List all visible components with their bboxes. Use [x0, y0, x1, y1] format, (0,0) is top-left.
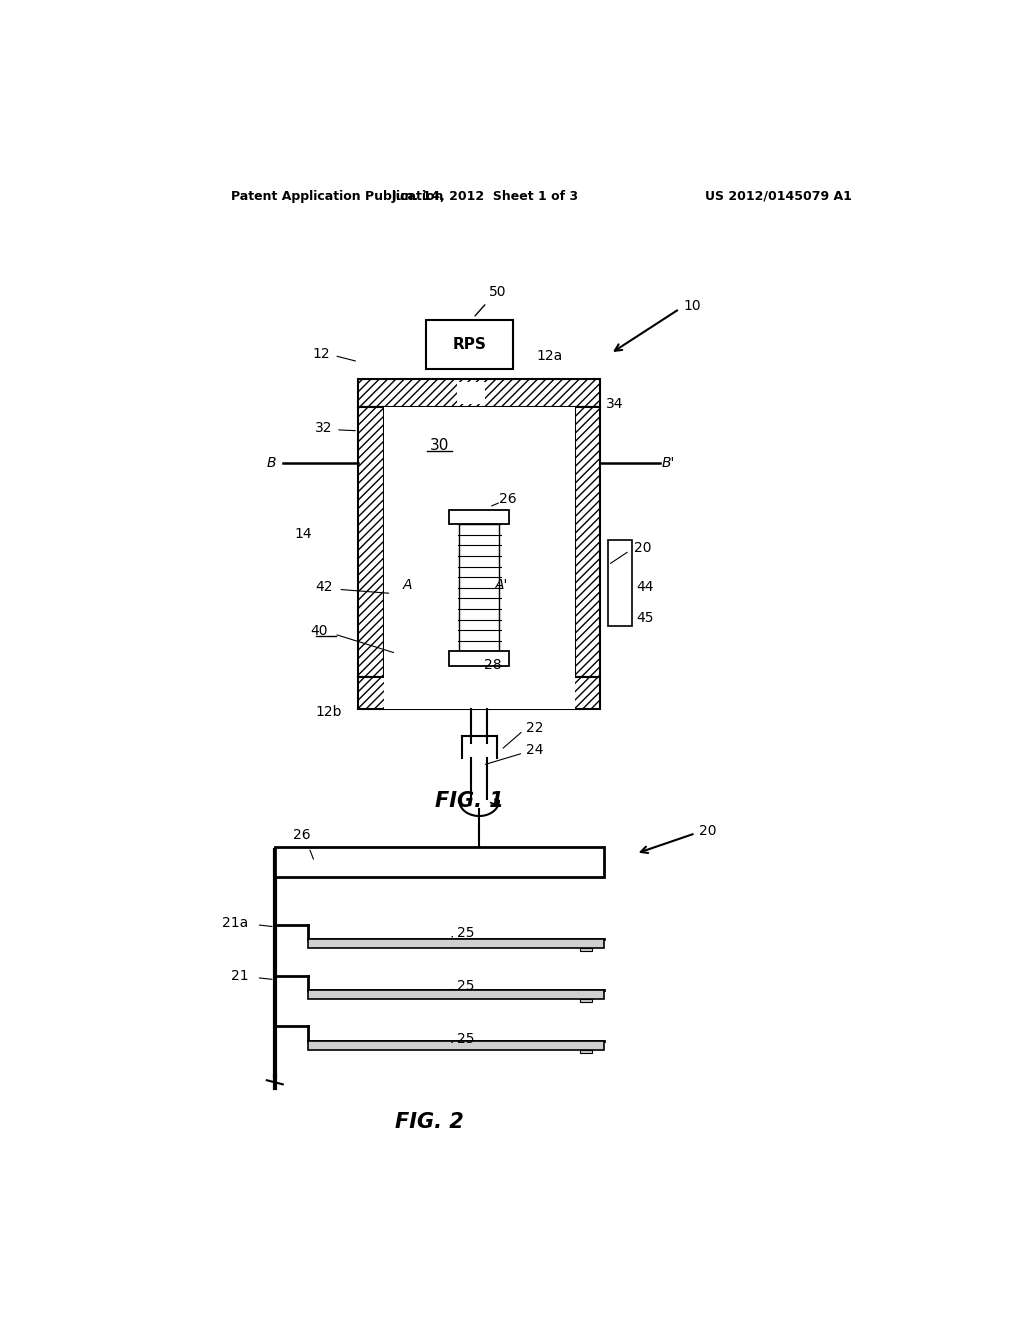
- Text: FIG. 1: FIG. 1: [435, 791, 504, 810]
- Text: 21: 21: [231, 969, 249, 982]
- Bar: [450, 510, 509, 524]
- Bar: [426, 319, 513, 368]
- Bar: [358, 379, 600, 408]
- Text: 14: 14: [295, 528, 312, 541]
- Text: Jun. 14, 2012  Sheet 1 of 3: Jun. 14, 2012 Sheet 1 of 3: [391, 190, 579, 202]
- Text: 44: 44: [636, 581, 653, 594]
- Text: 26: 26: [293, 829, 310, 842]
- Text: A: A: [402, 578, 412, 593]
- Text: B: B: [267, 457, 276, 470]
- Text: 25: 25: [458, 925, 475, 940]
- Text: 22: 22: [526, 721, 544, 735]
- Bar: [358, 677, 600, 709]
- Bar: [308, 990, 604, 999]
- Text: 20: 20: [634, 541, 652, 554]
- Text: Patent Application Publication: Patent Application Publication: [231, 190, 443, 202]
- Text: FIG. 2: FIG. 2: [395, 1111, 464, 1133]
- Text: RPS: RPS: [453, 337, 486, 352]
- Text: 32: 32: [315, 421, 333, 434]
- Text: 12b: 12b: [315, 705, 342, 719]
- Text: US 2012/0145079 A1: US 2012/0145079 A1: [706, 190, 852, 202]
- Text: A': A': [495, 578, 508, 593]
- Bar: [308, 1040, 604, 1049]
- Text: 34: 34: [606, 397, 624, 412]
- Bar: [608, 540, 632, 626]
- Bar: [308, 939, 604, 948]
- Text: 45: 45: [636, 611, 653, 624]
- Text: 25: 25: [458, 1032, 475, 1045]
- Text: 26: 26: [500, 492, 517, 506]
- Bar: [581, 948, 592, 952]
- Bar: [274, 846, 604, 876]
- Text: 24: 24: [526, 743, 544, 756]
- Text: 42: 42: [315, 581, 333, 594]
- Bar: [358, 408, 384, 677]
- Text: 25: 25: [458, 978, 475, 993]
- Bar: [460, 524, 499, 651]
- Bar: [574, 408, 600, 677]
- Text: 12a: 12a: [537, 348, 563, 363]
- Bar: [458, 381, 485, 404]
- Bar: [581, 1049, 592, 1053]
- Text: B': B': [663, 457, 676, 470]
- Text: 50: 50: [489, 285, 507, 298]
- Bar: [384, 408, 574, 709]
- Text: 12: 12: [312, 347, 331, 360]
- Text: 21a: 21a: [222, 916, 249, 929]
- Text: 10: 10: [684, 298, 701, 313]
- Text: 28: 28: [483, 657, 501, 672]
- Bar: [450, 651, 509, 665]
- Text: 30: 30: [429, 437, 449, 453]
- Bar: [581, 999, 592, 1002]
- Text: 40: 40: [310, 624, 328, 638]
- Text: 20: 20: [699, 824, 717, 838]
